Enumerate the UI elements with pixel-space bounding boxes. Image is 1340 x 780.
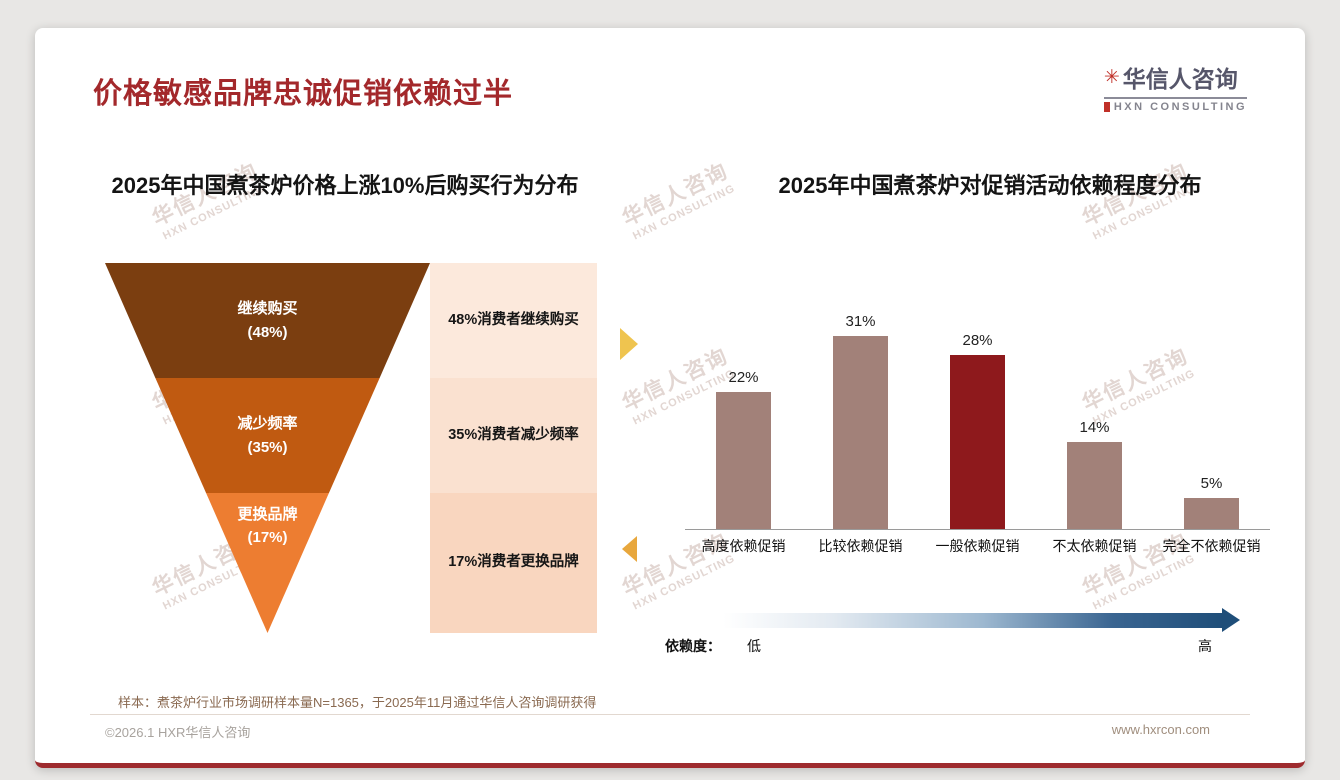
bar-value-label: 5%	[1200, 475, 1223, 492]
funnel-chart: 继续购买 (48%) 减少频率 (35%) 更换品牌 (17%)	[105, 263, 430, 633]
bar	[833, 336, 888, 529]
bar-group: 28%	[919, 332, 1036, 529]
bar-category-label: 一般依赖促销	[935, 538, 1020, 554]
logo-name-en: HXN CONSULTING	[1113, 101, 1247, 113]
funnel-stage-reduce: 减少频率 (35%)	[155, 378, 380, 493]
funnel-stage-value: (48%)	[247, 323, 288, 341]
bar-chart: 22% 31% 28% 14% 5%	[685, 298, 1270, 530]
logo-name-cn-row: ✳ 华信人咨询	[1104, 60, 1247, 94]
funnel-stage-switch: 更换品牌 (17%)	[206, 493, 329, 633]
dependence-high-label: 高	[1198, 638, 1212, 654]
gradient-arrow-shaft	[723, 612, 1223, 628]
bar	[1184, 498, 1239, 529]
bar-chart-categories: 高度依赖促销 比较依赖促销 一般依赖促销 不太依赖促销 完全不依赖促销	[685, 536, 1270, 556]
funnel-stage-label: 减少频率	[237, 415, 298, 433]
bar-category-label: 高度依赖促销	[701, 538, 786, 554]
left-chart-title: 2025年中国煮茶炉价格上涨10%后购买行为分布	[111, 173, 579, 198]
bar-value-label: 22%	[728, 369, 759, 386]
bar-category-label: 不太依赖促销	[1052, 538, 1137, 554]
page-title: 价格敏感品牌忠诚促销依赖过半	[93, 78, 514, 110]
logo-name-en-row: HXN CONSULTING	[1103, 97, 1247, 113]
bar-value-label: 28%	[962, 332, 993, 349]
sample-footnote: 样本：煮茶炉行业市场调研样本量N=1365，于2025年11月通过华信人咨询调研…	[118, 695, 597, 710]
bar	[716, 392, 771, 529]
funnel-stage-continue: 继续购买 (48%)	[105, 263, 430, 378]
funnel-stage-label: 继续购买	[237, 300, 298, 318]
funnel-description-panel: 48%消费者继续购买 35%消费者减少频率 17%消费者更换品牌	[430, 263, 597, 633]
bar-group: 5%	[1153, 475, 1270, 529]
funnel-desc-reduce: 35%消费者减少频率	[430, 378, 597, 493]
bar-group: 31%	[802, 313, 919, 529]
slide-card: 华信人咨询 HXN CONSULTING 华信人咨询 HXN CONSULTING 华信…	[35, 28, 1305, 768]
right-arrow-icon	[620, 328, 638, 360]
footer-divider	[90, 714, 1250, 715]
funnel-stage-value: (17%)	[247, 529, 288, 547]
bar-group: 22%	[685, 369, 802, 529]
company-logo: ✳ 华信人咨询 HXN CONSULTING	[1103, 60, 1247, 113]
bar	[1067, 442, 1122, 529]
bar-category-label: 完全不依赖促销	[1162, 538, 1261, 554]
gradient-arrow-head-icon	[1222, 608, 1240, 632]
dependence-gradient-arrow	[723, 608, 1240, 632]
funnel-desc-switch: 17%消费者更换品牌	[430, 493, 597, 633]
dependence-low-label: 低	[747, 638, 761, 654]
bar-value-label: 31%	[845, 313, 876, 330]
right-chart-title: 2025年中国煮茶炉对促销活动依赖程度分布	[778, 173, 1202, 198]
bar-value-label: 14%	[1079, 419, 1110, 436]
funnel-stage-label: 更换品牌	[237, 506, 298, 523]
bar	[950, 355, 1005, 529]
footer-copyright: ©2026.1 HXR华信人咨询	[105, 725, 251, 740]
logo-sub-icon	[1103, 102, 1110, 112]
funnel-stage-value: (35%)	[247, 438, 288, 456]
bar-group: 14%	[1036, 419, 1153, 529]
logo-name-cn: 华信人咨询	[1122, 66, 1238, 92]
funnel-desc-continue: 48%消费者继续购买	[430, 263, 597, 378]
dependence-axis-label: 依赖度：	[665, 638, 721, 654]
logo-icon: ✳	[1103, 66, 1120, 88]
bar-category-label: 比较依赖促销	[818, 538, 903, 554]
footer-website: www.hxrcon.com	[1111, 722, 1210, 737]
left-arrow-icon	[622, 536, 637, 562]
